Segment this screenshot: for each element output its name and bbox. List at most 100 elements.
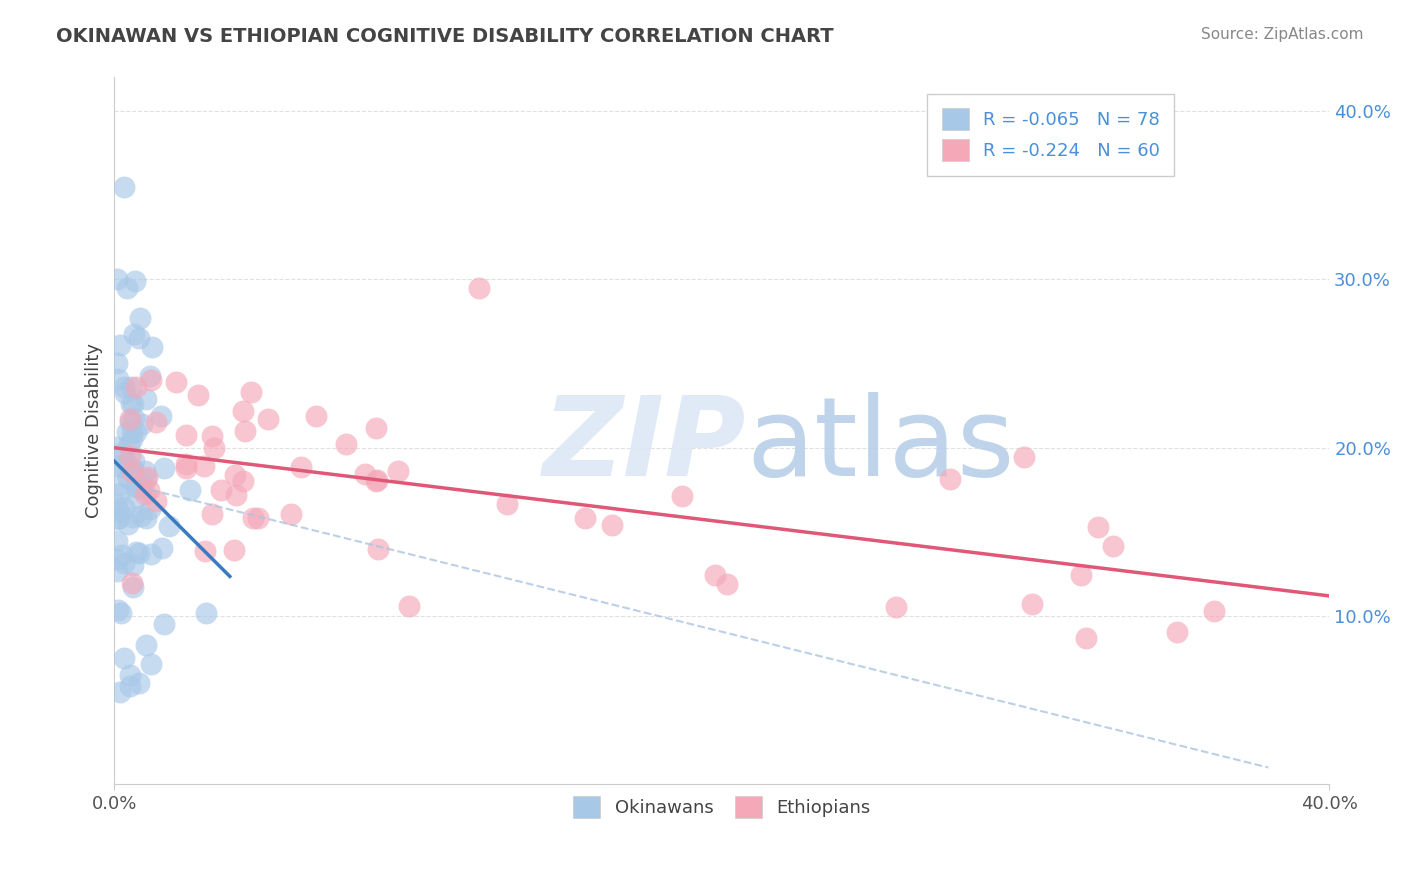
Point bbox=[232, 474, 254, 488]
Point bbox=[107, 356, 129, 370]
Y-axis label: Cognitive Disability: Cognitive Disability bbox=[86, 343, 103, 518]
Point bbox=[108, 511, 131, 525]
Point bbox=[122, 326, 145, 341]
Point bbox=[224, 468, 246, 483]
Point bbox=[131, 476, 153, 491]
Point bbox=[938, 472, 960, 486]
Point bbox=[574, 511, 596, 525]
Point bbox=[111, 548, 134, 562]
Point bbox=[157, 519, 180, 533]
Point bbox=[112, 445, 135, 459]
Point bbox=[124, 274, 146, 288]
Point bbox=[201, 429, 224, 443]
Point bbox=[1021, 597, 1043, 611]
Point bbox=[139, 657, 162, 672]
Point bbox=[128, 546, 150, 560]
Point bbox=[121, 466, 143, 480]
Point bbox=[107, 512, 129, 526]
Point bbox=[122, 397, 145, 411]
Point bbox=[174, 461, 197, 475]
Point bbox=[135, 469, 157, 483]
Point bbox=[202, 441, 225, 455]
Point bbox=[110, 685, 132, 699]
Point bbox=[367, 541, 389, 556]
Point bbox=[153, 617, 176, 632]
Point bbox=[125, 545, 148, 559]
Point bbox=[121, 576, 143, 591]
Point bbox=[118, 450, 141, 464]
Point bbox=[145, 415, 167, 429]
Point bbox=[468, 281, 491, 295]
Point bbox=[364, 421, 387, 435]
Point bbox=[114, 386, 136, 401]
Point bbox=[1202, 604, 1225, 618]
Point bbox=[602, 518, 624, 533]
Point bbox=[139, 369, 162, 384]
Point bbox=[107, 603, 129, 617]
Point bbox=[153, 461, 176, 475]
Point bbox=[364, 474, 387, 488]
Point bbox=[107, 372, 129, 386]
Point bbox=[174, 457, 197, 471]
Point bbox=[193, 458, 215, 473]
Point bbox=[141, 340, 163, 354]
Point bbox=[135, 471, 157, 485]
Point bbox=[387, 464, 409, 478]
Point bbox=[117, 471, 139, 485]
Point bbox=[118, 415, 141, 429]
Point bbox=[150, 541, 173, 555]
Point bbox=[129, 508, 152, 523]
Text: ZIP: ZIP bbox=[543, 392, 747, 499]
Point bbox=[1076, 631, 1098, 645]
Point bbox=[122, 411, 145, 425]
Point bbox=[122, 453, 145, 467]
Point bbox=[1166, 624, 1188, 639]
Point bbox=[120, 679, 142, 693]
Point bbox=[150, 409, 173, 424]
Point bbox=[131, 417, 153, 431]
Point bbox=[107, 552, 129, 566]
Point bbox=[232, 404, 254, 418]
Point bbox=[703, 568, 725, 582]
Point bbox=[115, 281, 138, 295]
Point bbox=[117, 516, 139, 531]
Point bbox=[135, 639, 157, 653]
Point bbox=[107, 272, 129, 286]
Text: OKINAWAN VS ETHIOPIAN COGNITIVE DISABILITY CORRELATION CHART: OKINAWAN VS ETHIOPIAN COGNITIVE DISABILI… bbox=[56, 27, 834, 45]
Text: atlas: atlas bbox=[747, 392, 1015, 499]
Point bbox=[1012, 450, 1035, 464]
Point bbox=[122, 558, 145, 573]
Point bbox=[366, 473, 388, 487]
Point bbox=[134, 487, 156, 501]
Point bbox=[176, 428, 198, 442]
Point bbox=[129, 482, 152, 496]
Point bbox=[117, 457, 139, 471]
Point bbox=[107, 458, 129, 473]
Point bbox=[111, 459, 134, 474]
Point bbox=[257, 412, 280, 426]
Point bbox=[121, 425, 143, 440]
Point bbox=[200, 508, 222, 522]
Point bbox=[304, 409, 326, 424]
Text: Source: ZipAtlas.com: Source: ZipAtlas.com bbox=[1201, 27, 1364, 42]
Point bbox=[194, 544, 217, 558]
Point bbox=[233, 425, 256, 439]
Point bbox=[246, 511, 269, 525]
Point bbox=[118, 436, 141, 450]
Point bbox=[290, 460, 312, 475]
Point bbox=[122, 462, 145, 476]
Point bbox=[107, 565, 129, 579]
Point bbox=[110, 338, 132, 352]
Point bbox=[128, 331, 150, 345]
Point bbox=[118, 668, 141, 682]
Point bbox=[225, 488, 247, 502]
Point bbox=[121, 432, 143, 446]
Point bbox=[135, 392, 157, 407]
Point bbox=[135, 511, 157, 525]
Point bbox=[112, 651, 135, 665]
Point bbox=[110, 485, 132, 500]
Point bbox=[118, 412, 141, 426]
Point bbox=[224, 543, 246, 558]
Point bbox=[108, 503, 131, 517]
Point bbox=[110, 606, 132, 620]
